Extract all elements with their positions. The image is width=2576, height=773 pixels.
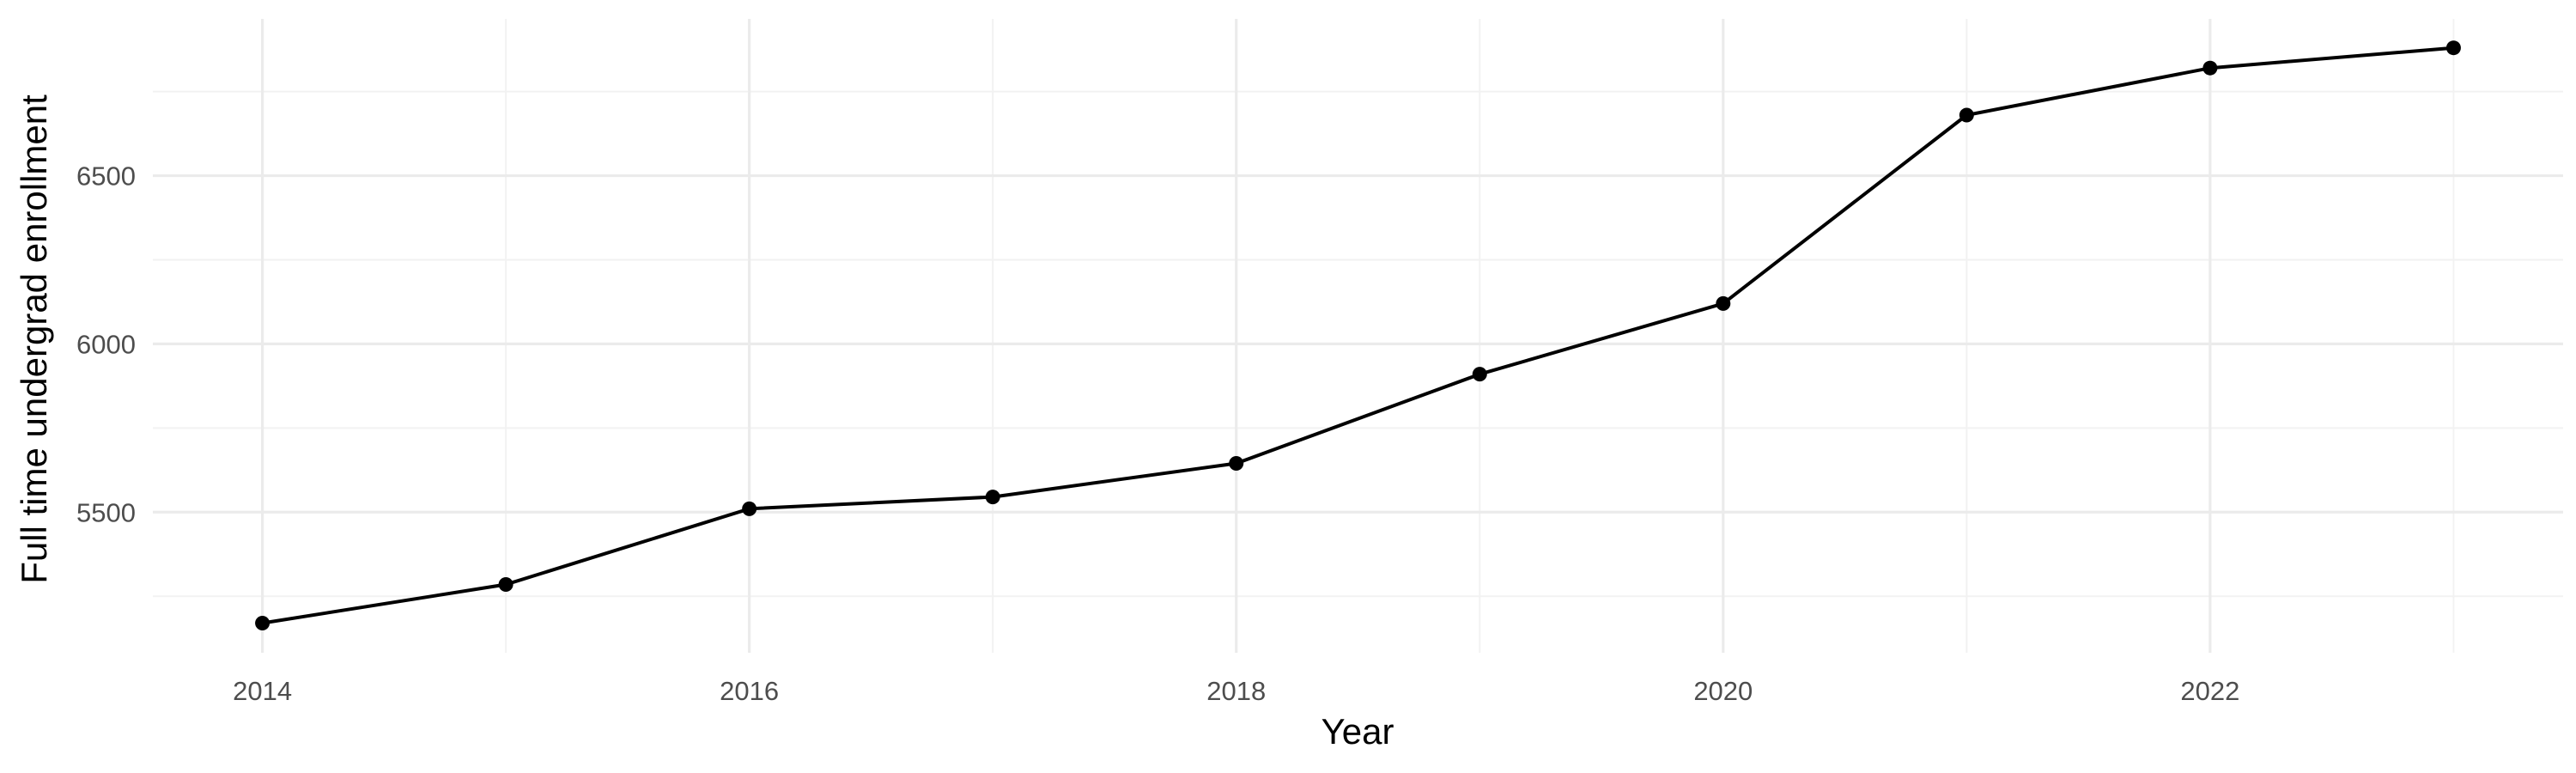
data-point bbox=[498, 576, 513, 592]
x-axis-tick-labels: 2014 2016 2018 2020 2022 bbox=[233, 676, 2239, 706]
data-point bbox=[2445, 40, 2461, 56]
data-point bbox=[1472, 367, 1487, 382]
y-tick-label: 6500 bbox=[76, 161, 136, 192]
x-tick-label: 2020 bbox=[1693, 676, 1753, 706]
x-tick-label: 2018 bbox=[1206, 676, 1266, 706]
y-tick-label: 5500 bbox=[76, 497, 136, 527]
x-axis-title: Year bbox=[1321, 711, 1394, 752]
x-tick-label: 2016 bbox=[720, 676, 779, 706]
data-point bbox=[1716, 295, 1731, 311]
data-point bbox=[255, 616, 270, 631]
data-point bbox=[1959, 107, 1974, 123]
y-tick-label: 6000 bbox=[76, 329, 136, 359]
x-tick-label: 2014 bbox=[233, 676, 292, 706]
y-axis-title: Full time undergrad enrollment bbox=[14, 94, 54, 584]
data-point bbox=[985, 490, 1000, 505]
series-line bbox=[262, 46, 2454, 625]
x-tick-label: 2022 bbox=[2180, 676, 2239, 706]
minor-gridlines bbox=[153, 19, 2563, 653]
data-point bbox=[2202, 60, 2218, 76]
data-point bbox=[1229, 455, 1244, 471]
data-series bbox=[255, 40, 2461, 631]
y-axis-tick-labels: 5500 6000 6500 bbox=[76, 161, 136, 528]
data-point bbox=[742, 501, 757, 516]
major-gridlines bbox=[153, 19, 2563, 653]
